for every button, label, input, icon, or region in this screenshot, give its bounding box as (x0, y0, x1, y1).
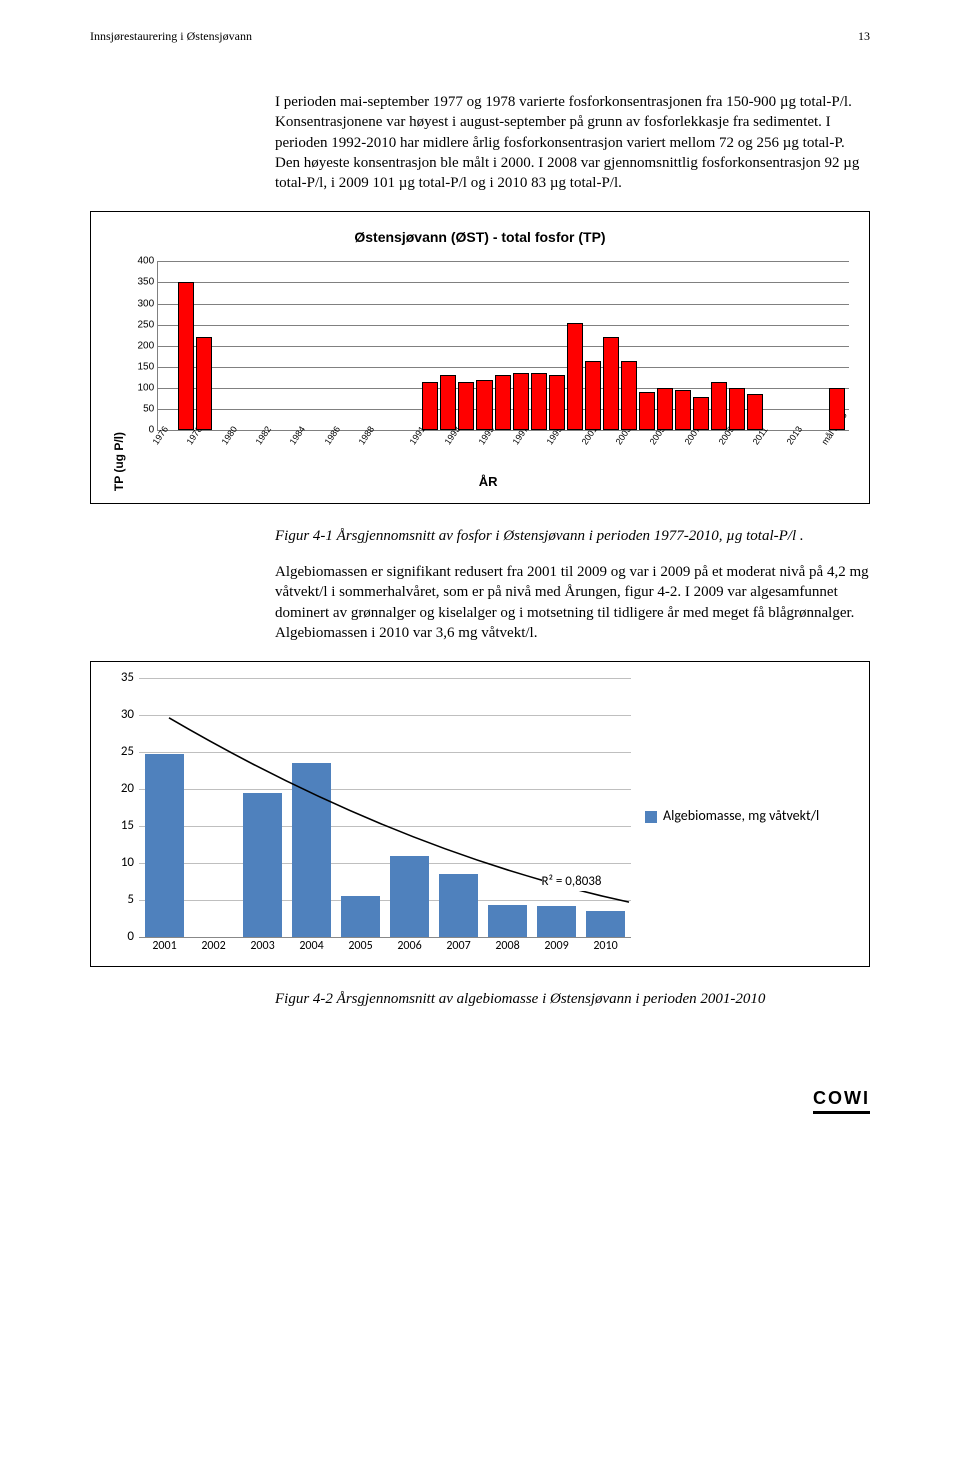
chart2-xticks: 2001 2002 2003 2004 2005 2006 2007 2008 2009 2010 (139, 938, 631, 954)
paragraph-1: I perioden mai-september 1977 og 1978 va… (275, 92, 870, 193)
chart1-bar (178, 282, 194, 430)
chart1-ytick: 350 (138, 276, 155, 290)
chart1-bar (585, 361, 601, 431)
chart1-bar (711, 382, 727, 431)
chart1-yticks: 050100150200250300350400 (128, 261, 156, 430)
chart1-bar (693, 397, 709, 431)
chart1-ytick: 300 (138, 297, 155, 311)
chart2-plot-area: 05101520253035 R² = 0,8038 (139, 678, 631, 938)
chart2-xtick: 2004 (292, 938, 331, 954)
page-number: 13 (858, 28, 870, 44)
chart1-bar (829, 388, 845, 430)
chart2-bar (243, 793, 282, 937)
chart2-xtick: 2001 (145, 938, 184, 954)
chart2-ytick: 35 (121, 669, 134, 687)
figure-caption-2: Figur 4-2 Årsgjennomsnitt av algebiomass… (275, 989, 870, 1030)
chart2-bar (292, 763, 331, 937)
chart1-ytick: 100 (138, 381, 155, 395)
chart2-xtick: 2007 (439, 938, 478, 954)
chart1-ylabel: TP (ug P/l) (111, 402, 127, 491)
chart1-plot-area: 050100150200250300350400 (157, 261, 849, 431)
chart1-ytick: 150 (138, 360, 155, 374)
chart2-xtick: 2009 (537, 938, 576, 954)
chart1-ytick: 50 (143, 402, 154, 416)
chart2-ytick: 0 (127, 928, 134, 946)
chart1-xlabel: ÅR (127, 473, 849, 491)
chart1-ytick: 200 (138, 339, 155, 353)
chart2-ytick: 15 (121, 817, 134, 835)
footer-logo: COWI (813, 1086, 870, 1114)
chart1-bar (639, 392, 655, 430)
chart1-ytick: 250 (138, 318, 155, 332)
chart2-ytick: 20 (121, 780, 134, 798)
chart1-bar (747, 394, 763, 430)
chart2-bar (390, 856, 429, 937)
chart2-xtick: 2010 (586, 938, 625, 954)
header-left: Innsjørestaurering i Østensjøvann (90, 28, 252, 44)
chart1-bar (495, 375, 511, 430)
chart1-ytick: 400 (138, 255, 155, 269)
chart2-legend: Algebiomasse, mg våtvekt/l (645, 807, 819, 826)
chart2-yticks: 05101520253035 (111, 678, 137, 937)
figure-caption-1: Figur 4-1 Årsgjennomsnitt av fosfor i Øs… (275, 526, 870, 546)
chart2-ytick: 10 (121, 854, 134, 872)
chart2-r2-label: R² = 0,8038 (542, 873, 602, 891)
chart1-bar (531, 373, 547, 430)
chart2-xtick: 2006 (390, 938, 429, 954)
chart2-bar (586, 911, 625, 938)
chart2-legend-swatch (645, 811, 657, 823)
chart2-bar (145, 754, 184, 938)
chart2-bar (439, 874, 478, 937)
chart2-ytick: 25 (121, 743, 134, 761)
chart1-bar (422, 382, 438, 431)
chart2-xtick: 2008 (488, 938, 527, 954)
chart1-bar (196, 337, 212, 430)
chart2-bar (341, 896, 380, 937)
chart2-xtick: 2005 (341, 938, 380, 954)
chart1-bar (549, 375, 565, 430)
chart2-bar (537, 906, 576, 937)
chart1-bar (657, 388, 673, 430)
chart1-xticks: 1976197819801982198419861988199119931995… (157, 431, 849, 471)
chart2-xtick: 2002 (194, 938, 233, 954)
paragraph-2: Algebiomassen er signifikant redusert fr… (275, 562, 870, 643)
chart2-bar (488, 905, 527, 937)
chart1-bar (440, 375, 456, 430)
chart1-bar (476, 380, 492, 431)
chart-2-box: 05101520253035 R² = 0,8038 2001200220032… (90, 661, 870, 967)
chart2-xtick: 2003 (243, 938, 282, 954)
chart1-bar (621, 361, 637, 431)
chart1-bar (513, 373, 529, 430)
chart-1-box: Østensjøvann (ØST) - total fosfor (TP) T… (90, 211, 870, 503)
chart1-bar (603, 337, 619, 430)
chart1-bar (458, 382, 474, 431)
chart2-ytick: 30 (121, 706, 134, 724)
chart1-bar (567, 323, 583, 431)
chart2-bars (139, 678, 631, 937)
chart1-bar (675, 390, 691, 430)
chart1-bar (729, 388, 745, 430)
chart1-title: Østensjøvann (ØST) - total fosfor (TP) (111, 228, 849, 247)
chart2-legend-label: Algebiomasse, mg våtvekt/l (663, 807, 819, 826)
chart2-ytick: 5 (127, 891, 134, 909)
